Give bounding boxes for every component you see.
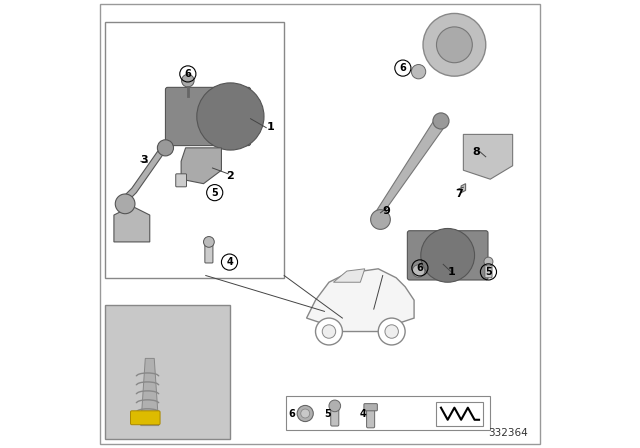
Text: 1: 1 <box>447 267 455 277</box>
Polygon shape <box>181 148 221 184</box>
Circle shape <box>182 74 194 87</box>
Circle shape <box>323 325 336 338</box>
Text: 3: 3 <box>141 155 148 165</box>
Polygon shape <box>307 269 414 332</box>
FancyBboxPatch shape <box>176 174 186 187</box>
FancyBboxPatch shape <box>100 4 540 444</box>
FancyBboxPatch shape <box>131 411 160 425</box>
Polygon shape <box>333 269 365 282</box>
Text: 6: 6 <box>399 63 406 73</box>
Text: 7: 7 <box>455 189 463 199</box>
Circle shape <box>484 257 493 266</box>
Text: 6: 6 <box>289 409 296 418</box>
Text: 4: 4 <box>360 409 366 418</box>
Text: 2: 2 <box>226 171 234 181</box>
Text: 6: 6 <box>184 69 191 79</box>
Circle shape <box>378 318 405 345</box>
Circle shape <box>115 194 135 214</box>
FancyBboxPatch shape <box>205 243 213 263</box>
Polygon shape <box>141 358 159 426</box>
Circle shape <box>436 27 472 63</box>
Circle shape <box>412 65 426 79</box>
FancyBboxPatch shape <box>331 406 339 426</box>
Text: 1: 1 <box>267 122 275 132</box>
Circle shape <box>316 318 342 345</box>
FancyBboxPatch shape <box>485 262 492 278</box>
Circle shape <box>157 140 173 156</box>
Circle shape <box>433 113 449 129</box>
Text: 5: 5 <box>324 409 330 418</box>
Text: 5: 5 <box>211 188 218 198</box>
Polygon shape <box>114 206 150 242</box>
Polygon shape <box>118 143 168 206</box>
Circle shape <box>423 13 486 76</box>
FancyBboxPatch shape <box>407 231 488 280</box>
Circle shape <box>371 210 390 229</box>
FancyBboxPatch shape <box>165 87 251 146</box>
Text: 6: 6 <box>417 263 423 273</box>
Text: 8: 8 <box>472 147 480 157</box>
Circle shape <box>197 83 264 150</box>
Text: 9: 9 <box>382 207 390 216</box>
Text: 332364: 332364 <box>488 428 529 438</box>
FancyBboxPatch shape <box>364 404 378 411</box>
FancyBboxPatch shape <box>367 407 374 428</box>
FancyBboxPatch shape <box>287 396 490 430</box>
Polygon shape <box>374 116 445 224</box>
Circle shape <box>421 228 475 282</box>
Polygon shape <box>463 134 513 179</box>
Circle shape <box>204 237 214 247</box>
FancyBboxPatch shape <box>105 22 284 278</box>
Circle shape <box>329 400 340 412</box>
Circle shape <box>385 325 398 338</box>
Circle shape <box>297 405 314 422</box>
Text: 4: 4 <box>226 257 233 267</box>
Circle shape <box>301 409 310 418</box>
FancyBboxPatch shape <box>105 305 230 439</box>
Text: 5: 5 <box>485 267 492 277</box>
Polygon shape <box>461 184 466 193</box>
Circle shape <box>412 265 425 277</box>
